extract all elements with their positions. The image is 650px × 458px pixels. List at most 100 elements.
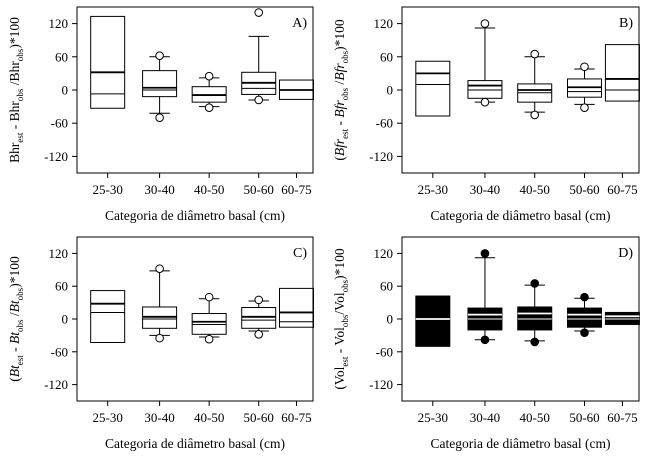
- y-tick-label: -120: [44, 377, 68, 392]
- panel-label: B): [619, 16, 633, 31]
- y-tick-label: 0: [62, 83, 69, 98]
- panel-d: -120 -60 0 60 120 25-30 30-40 40-50 50-60 60-75 D)…: [332, 236, 640, 451]
- y-tick-label: -120: [369, 377, 393, 392]
- y-axis-title-part: Bhr: [7, 142, 22, 163]
- x-tick-label: 50-60: [244, 410, 274, 425]
- box-25-30: [415, 295, 451, 347]
- box-30-40: [142, 264, 178, 343]
- y-axis-title-part: /: [7, 312, 22, 319]
- y-axis-title-part: (: [7, 377, 22, 382]
- y-axis-title-part: -: [7, 121, 22, 132]
- y-axis-title-subscript: obs: [15, 287, 25, 300]
- box-iqr: [415, 60, 451, 117]
- outlier-point: [254, 8, 264, 17]
- outlier-point: [204, 334, 214, 344]
- outlier-point: [155, 113, 164, 122]
- box-50-60: [566, 292, 602, 337]
- box-60-75: [278, 79, 314, 100]
- box-25-30: [415, 60, 451, 117]
- box-iqr: [566, 307, 602, 328]
- box-iqr: [415, 295, 451, 347]
- outlier-point: [580, 292, 589, 302]
- y-tick-label: -120: [369, 149, 393, 164]
- y-axis-title: (Btest​ - Btobs​ /Btobs​)*100: [7, 256, 25, 382]
- x-tick-label: 30-40: [470, 182, 500, 197]
- y-axis-title-part: Bfr: [332, 100, 347, 118]
- box-iqr: [467, 80, 503, 99]
- box-iqr: [90, 290, 126, 344]
- y-axis-title-part: Bhr: [7, 61, 22, 82]
- y-axis-title-part: /Vol: [332, 292, 347, 315]
- outlier-point: [530, 110, 540, 120]
- box-50-60: [241, 295, 277, 339]
- y-axis-title-part: Bt: [7, 331, 22, 344]
- box-iqr: [604, 44, 640, 102]
- y-axis-title: (Bfrest​ - Bfrobs​ /Bfrobs​)*100: [332, 19, 350, 160]
- outlier-point: [580, 62, 589, 72]
- y-axis-title-part: /: [332, 80, 347, 87]
- y-axis-title-part: )*100: [332, 19, 347, 51]
- outlier-point: [155, 333, 164, 343]
- box-25-30: [90, 15, 126, 109]
- y-tick-label: 60: [55, 49, 68, 64]
- x-axis-title: Categoria de diâmetro basal (cm): [431, 208, 611, 223]
- x-tick-label: 50-60: [244, 182, 274, 197]
- outlier-point: [155, 264, 164, 274]
- y-tick-label: 120: [49, 16, 69, 31]
- y-tick-label: 120: [374, 16, 394, 31]
- outlier-point: [480, 335, 490, 345]
- y-tick-label: -60: [51, 344, 68, 359]
- x-tick-label: 60-75: [607, 410, 637, 425]
- y-tick-label: -60: [376, 116, 393, 131]
- box-iqr: [241, 307, 277, 329]
- y-axis-title-part: Bt: [7, 364, 22, 377]
- outlier-point: [155, 51, 164, 60]
- outlier-point: [580, 328, 589, 337]
- box-iqr: [604, 311, 640, 325]
- outlier-point: [530, 337, 540, 347]
- panel-a: -120 -60 0 60 120 25-30 30-40 40-50 50-60 60-75 A)…: [7, 6, 314, 223]
- box-60-75: [604, 44, 640, 102]
- y-axis-title-subscript: obs: [340, 314, 350, 327]
- outlier-point: [530, 49, 540, 59]
- box-iqr: [278, 287, 314, 328]
- outlier-point: [580, 103, 589, 113]
- panel-b: -120 -60 0 60 120 25-30 30-40 40-50 50-60 60-75 B)…: [332, 6, 640, 223]
- y-tick-label: 60: [380, 49, 393, 64]
- y-tick-label: 0: [387, 312, 394, 327]
- y-axis-title: Bhrest​ - Bhrobs​ /Bhrobs​)*100: [7, 17, 25, 163]
- plot-frame: [76, 6, 314, 174]
- y-axis-title-subscript: est: [15, 132, 25, 142]
- y-axis-title-part: (: [332, 156, 347, 161]
- box-iqr: [90, 15, 126, 109]
- x-tick-label: 30-40: [144, 410, 174, 425]
- outlier-point: [530, 279, 540, 288]
- y-axis-title-subscript: obs: [340, 87, 350, 100]
- x-tick-label: 30-40: [144, 182, 174, 197]
- y-axis-title-part: )*100: [332, 248, 347, 280]
- box-30-40: [467, 249, 503, 345]
- y-axis-title-part: Bfr: [332, 138, 347, 156]
- box-40-50: [517, 279, 553, 347]
- box-iqr: [191, 313, 227, 335]
- y-axis-title: (Volest​ - Volobs​/Volobs​)*100: [332, 248, 350, 390]
- x-tick-label: 40-50: [520, 182, 550, 197]
- box-40-50: [191, 71, 227, 113]
- box-50-60: [241, 8, 277, 105]
- box-30-40: [467, 19, 503, 107]
- box-30-40: [142, 51, 178, 122]
- outlier-point: [204, 71, 214, 81]
- box-25-30: [90, 290, 126, 344]
- panel-label: A): [292, 16, 307, 31]
- y-tick-label: -60: [376, 344, 393, 359]
- y-axis-title-subscript: obs: [15, 319, 25, 332]
- y-axis-title-subscript: obs: [340, 50, 350, 63]
- box-iqr: [517, 306, 553, 331]
- y-axis-title-subscript: est: [340, 128, 350, 138]
- y-axis-title-subscript: obs: [15, 88, 25, 101]
- y-axis-title-part: /: [7, 81, 22, 88]
- outlier-point: [204, 103, 214, 113]
- x-tick-label: 60-75: [281, 410, 311, 425]
- panel-label: C): [293, 246, 307, 261]
